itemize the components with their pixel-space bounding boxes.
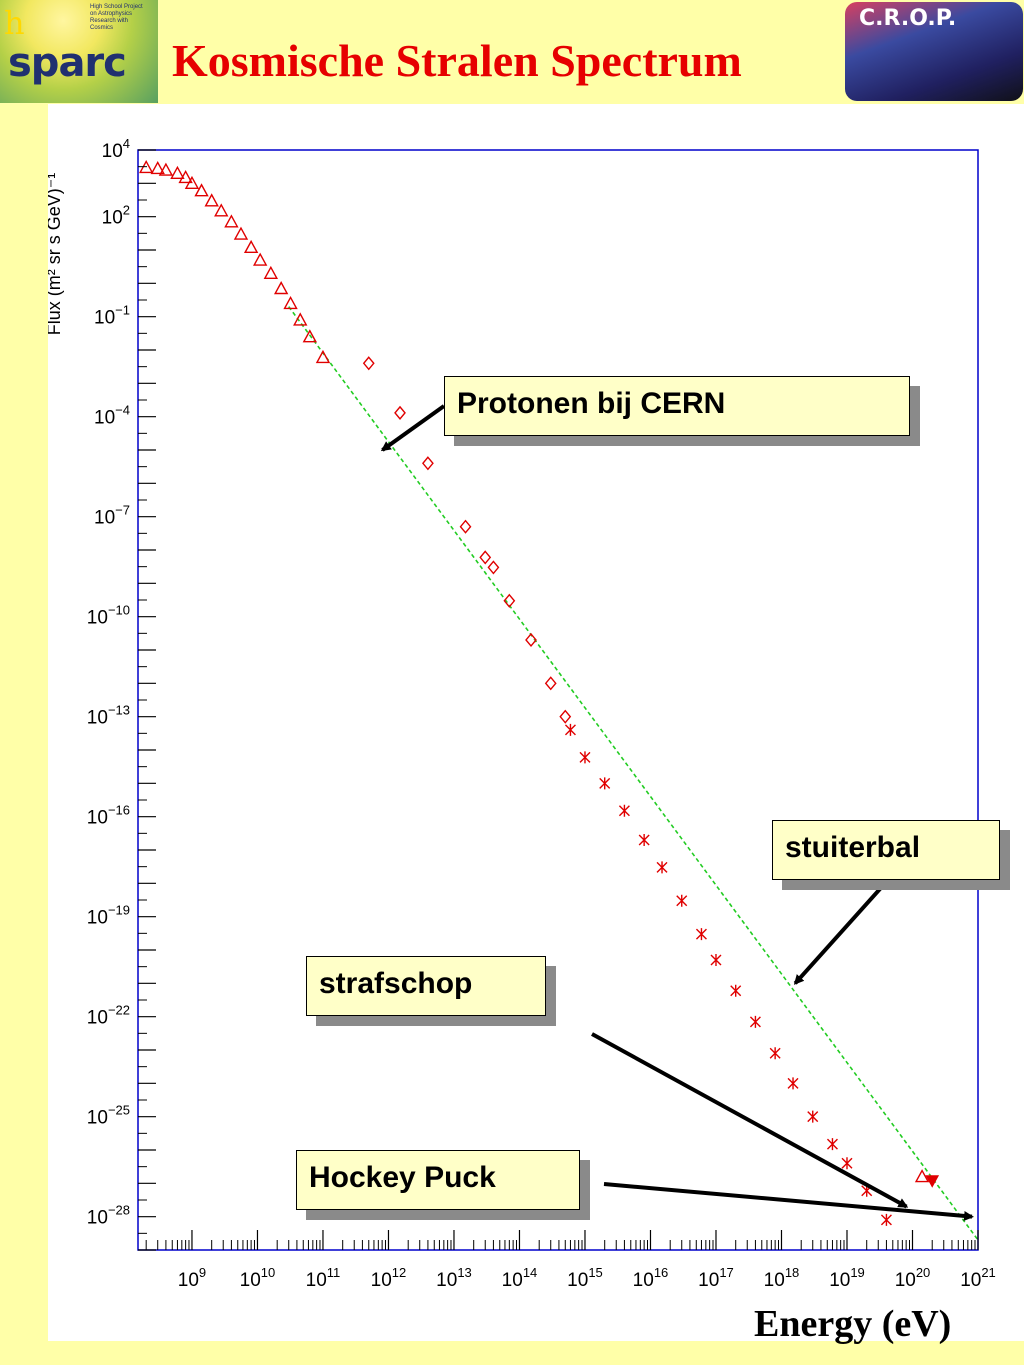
data-point-star bbox=[618, 804, 630, 817]
x-axis-title: Energy (eV) bbox=[754, 1303, 952, 1345]
annotation-arrow bbox=[380, 404, 446, 452]
y-tick-label: 10−13 bbox=[87, 703, 130, 729]
y-tick-label: 10−1 bbox=[94, 303, 130, 329]
data-point-diamond bbox=[459, 519, 472, 534]
y-tick-label: 104 bbox=[102, 136, 130, 162]
x-tick-label: 1021 bbox=[960, 1265, 996, 1291]
crop-logo: C.R.O.P. bbox=[845, 2, 1023, 101]
data-point-star bbox=[787, 1077, 799, 1090]
y-tick-label: 10−7 bbox=[94, 503, 130, 529]
data-point-star bbox=[880, 1213, 892, 1226]
data-point-triangle bbox=[302, 329, 318, 343]
data-point-star bbox=[564, 723, 576, 736]
y-tick-label: 10−19 bbox=[87, 903, 130, 929]
y-tick-label: 10−16 bbox=[87, 803, 130, 829]
data-point-triangle bbox=[233, 226, 249, 240]
data-point-diamond bbox=[479, 550, 492, 565]
x-tick-label: 1010 bbox=[240, 1265, 276, 1291]
x-tick-label: 1017 bbox=[698, 1265, 734, 1291]
callout-protonen-bij-cern: Protonen bij CERN bbox=[444, 376, 910, 436]
data-point-star bbox=[599, 777, 611, 790]
data-point-star bbox=[656, 861, 668, 874]
hisparc-logo-subtitle: High School Project on Astrophysics Rese… bbox=[90, 4, 143, 31]
hisparc-logo-text: sparc bbox=[8, 40, 127, 86]
callout-hockey-puck: Hockey Puck bbox=[296, 1150, 580, 1210]
x-tick-label: 1015 bbox=[567, 1265, 603, 1291]
plot-frame bbox=[137, 149, 979, 1251]
y-tick-label: 10−22 bbox=[87, 1003, 130, 1029]
data-point-star bbox=[841, 1157, 853, 1170]
data-point-star bbox=[749, 1015, 761, 1028]
data-point-star bbox=[676, 894, 688, 907]
data-point-diamond bbox=[422, 456, 434, 471]
data-point-triangle bbox=[178, 170, 193, 184]
annotation-arrow bbox=[603, 1182, 974, 1221]
data-marks-group bbox=[139, 159, 940, 1226]
callout-strafschop: strafschop bbox=[306, 956, 546, 1016]
x-tick-label: 1014 bbox=[502, 1265, 538, 1291]
data-point-triangle bbox=[253, 252, 268, 266]
data-point-star bbox=[769, 1047, 781, 1060]
annotation-arrow bbox=[591, 1032, 909, 1209]
annotation-arrows bbox=[380, 404, 974, 1221]
data-point-star bbox=[638, 833, 650, 846]
y-tick-label: 10−25 bbox=[87, 1103, 130, 1129]
callout-stuiterbal: stuiterbal bbox=[772, 820, 1000, 880]
fit-line-group bbox=[288, 306, 979, 1241]
data-point-highest bbox=[925, 1175, 940, 1188]
y-axis-label-group: Flux (m² sr s GeV)⁻¹ bbox=[48, 173, 64, 336]
data-point-diamond bbox=[487, 560, 500, 575]
data-point-star bbox=[730, 984, 742, 997]
crop-logo-text: C.R.O.P. bbox=[859, 6, 957, 31]
data-point-triangle bbox=[263, 265, 279, 279]
data-point-star bbox=[695, 928, 707, 941]
data-point-triangle bbox=[150, 160, 165, 175]
x-tick-label: 109 bbox=[178, 1265, 206, 1291]
plot-panel: Flux (m² sr s GeV)⁻¹ 10410210−110−410−71… bbox=[48, 104, 1024, 1341]
data-point-triangle bbox=[158, 162, 174, 176]
x-tick-label: 1018 bbox=[764, 1265, 800, 1291]
data-point-diamond bbox=[394, 405, 406, 420]
data-point-triangle bbox=[170, 165, 185, 179]
data-point-star bbox=[826, 1138, 838, 1151]
data-point-triangle bbox=[273, 281, 289, 295]
axis-group: 104 102 10−1 10−4 10−7 10−10 10−13 10−16 10−19 10… bbox=[87, 136, 996, 1291]
data-point-diamond bbox=[362, 356, 375, 371]
y-tick-label: 102 bbox=[102, 203, 130, 229]
x-tick-label: 1019 bbox=[829, 1265, 865, 1291]
data-point-triangle bbox=[293, 312, 308, 326]
annotation-arrow bbox=[793, 878, 890, 985]
hisparc-logo: h High School Project on Astrophysics Re… bbox=[0, 0, 158, 103]
data-point-triangle bbox=[283, 295, 298, 310]
data-point-star bbox=[807, 1110, 819, 1123]
slide-title: Kosmische Stralen Spectrum bbox=[172, 35, 742, 86]
power-law-fit-line bbox=[288, 306, 979, 1241]
x-tick-label: 1012 bbox=[371, 1265, 407, 1291]
y-tick-label: 10−10 bbox=[87, 603, 130, 629]
y-axis-title: Flux (m² sr s GeV)⁻¹ bbox=[48, 173, 64, 336]
x-tick-label: 1020 bbox=[895, 1265, 931, 1291]
data-point-triangle bbox=[243, 239, 259, 254]
x-tick-label: 1011 bbox=[306, 1265, 341, 1291]
data-point-star bbox=[579, 751, 591, 764]
data-point-triangle bbox=[914, 1169, 930, 1183]
cosmic-ray-spectrum-chart: Flux (m² sr s GeV)⁻¹ 10410210−110−410−71… bbox=[48, 136, 996, 1291]
data-point-star bbox=[710, 954, 722, 967]
y-tick-label: 10−4 bbox=[94, 403, 130, 429]
data-point-triangle bbox=[315, 349, 331, 364]
data-point-triangle bbox=[214, 203, 229, 217]
data-point-triangle bbox=[204, 193, 219, 207]
data-point-triangle bbox=[224, 214, 239, 228]
data-point-triangle bbox=[194, 183, 209, 197]
data-point-diamond bbox=[544, 676, 557, 691]
data-point-diamond bbox=[559, 709, 572, 724]
data-point-diamond bbox=[525, 632, 537, 648]
data-point-triangle bbox=[184, 175, 200, 190]
x-tick-label: 1016 bbox=[633, 1265, 669, 1291]
x-tick-label: 1013 bbox=[436, 1265, 472, 1291]
y-tick-label: 10−28 bbox=[87, 1203, 130, 1229]
data-point-diamond bbox=[503, 593, 516, 608]
